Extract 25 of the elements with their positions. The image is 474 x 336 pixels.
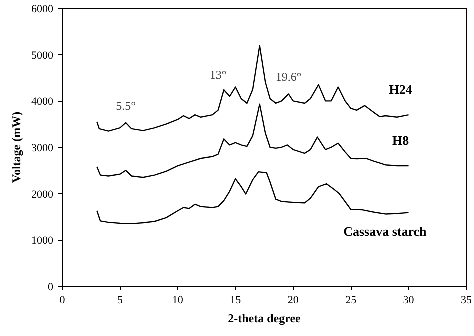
- y-tick-label: 5000: [32, 50, 54, 62]
- line-series: [96, 104, 410, 178]
- series-label: Cassava starch: [344, 224, 428, 239]
- x-tick-label: 30: [403, 294, 415, 306]
- x-tick-label: 35: [461, 294, 472, 306]
- annotation: 13°: [210, 68, 227, 82]
- y-tick-label: 1000: [32, 235, 54, 248]
- x-tick-label: 20: [288, 294, 300, 306]
- y-tick-label: 0: [48, 282, 54, 294]
- x-tick-label: 15: [230, 294, 242, 306]
- y-tick-label: 6000: [32, 4, 54, 16]
- y-tick-label: 3000: [32, 142, 54, 154]
- series-label: H8: [392, 133, 410, 148]
- x-tick-label: 25: [346, 294, 358, 306]
- series-label: H24: [389, 82, 413, 98]
- y-axis-title: Voltage (mW): [10, 112, 24, 184]
- x-tick-label: 0: [60, 294, 66, 306]
- annotation: 19.6°: [276, 70, 302, 84]
- x-axis-title: 2-theta degree: [228, 312, 302, 326]
- x-tick-label: 10: [172, 294, 184, 306]
- y-tick-label: 2000: [32, 188, 54, 201]
- y-tick-label: 4000: [32, 96, 54, 108]
- annotation: 5.5°: [116, 98, 136, 113]
- x-tick-label: 5: [117, 294, 124, 306]
- line-series: [96, 171, 410, 225]
